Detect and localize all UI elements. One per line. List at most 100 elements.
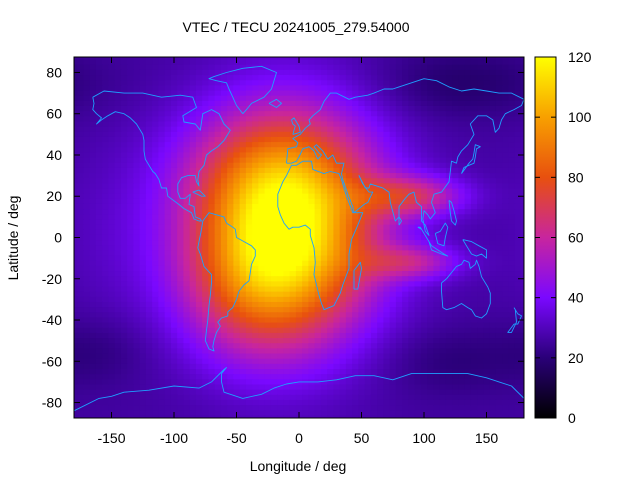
heatmap-cell [470,234,478,241]
heatmap-cell [183,286,191,293]
heatmap-cell [239,394,247,401]
heatmap-cell [389,111,397,117]
heatmap-cell [483,219,491,226]
heatmap-cell [433,265,441,272]
heatmap-cell [239,343,247,349]
heatmap-cell [352,317,359,324]
heatmap-cell [377,348,384,355]
heatmap-cell [439,301,447,308]
heatmap-cell [152,363,159,370]
heatmap-cell [295,111,303,117]
heatmap-cell [120,152,128,159]
heatmap-cell [414,379,422,386]
heatmap-cell [370,157,378,164]
heatmap-cell [414,245,422,251]
heatmap-cell [95,399,103,406]
heatmap-cell [74,379,78,386]
heatmap-cell [239,240,247,246]
heatmap-cell [208,307,216,313]
heatmap-cell [289,219,297,226]
heatmap-cell [264,219,272,226]
heatmap-cell [227,188,234,195]
heatmap-cell [402,203,409,210]
heatmap-cell [133,245,141,251]
heatmap-cell [364,59,372,66]
heatmap-cell [245,219,253,226]
heatmap-cell [208,90,216,97]
heatmap-cell [470,389,478,396]
heatmap-cell [114,353,122,360]
heatmap-cell [102,57,109,61]
heatmap-cell [102,224,109,231]
heatmap-cell [439,188,447,195]
heatmap-cell [202,234,209,241]
heatmap-cell [77,85,84,92]
heatmap-cell [483,245,491,251]
heatmap-cell [327,214,334,221]
heatmap-cell [89,379,97,386]
heatmap-cell [183,167,191,174]
heatmap-cell [245,353,253,360]
heatmap-cell [127,250,134,257]
heatmap-cell [477,162,484,169]
heatmap-cell [127,64,134,71]
heatmap-cell [345,338,353,344]
heatmap-cell [264,203,272,210]
heatmap-cell [352,296,359,303]
heatmap-cell [514,286,522,293]
heatmap-cell [77,80,84,86]
heatmap-cell [314,193,322,200]
heatmap-cell [458,374,466,380]
heatmap-cell [395,183,403,190]
heatmap-cell [364,69,372,76]
heatmap-cell [395,343,403,349]
heatmap-cell [470,193,478,200]
heatmap-cell [283,209,291,215]
heatmap-cell [74,90,78,97]
heatmap-cell [114,85,122,92]
heatmap-cell [433,147,441,154]
heatmap-cell [327,363,334,370]
heatmap-cell [139,301,147,308]
heatmap-cell [195,240,203,246]
heatmap-cell [427,59,434,66]
heatmap-cell [158,105,166,112]
heatmap-cell [320,348,328,355]
heatmap-cell [464,147,472,154]
heatmap-cell [177,369,184,375]
heatmap-cell [377,126,384,133]
heatmap-cell [439,183,447,190]
heatmap-cell [277,234,284,241]
heatmap-cell [252,152,259,159]
heatmap-cell [464,286,472,293]
heatmap-cell [520,255,524,262]
heatmap-cell [270,229,278,236]
heatmap-cell [245,178,253,184]
heatmap-cell [245,307,253,313]
heatmap-cell [470,85,478,92]
heatmap-cell [395,291,403,298]
heatmap-cell [452,147,459,154]
heatmap-cell [152,219,159,226]
heatmap-cell [258,224,266,231]
heatmap-cell [433,363,441,370]
heatmap-cell [370,121,378,128]
heatmap-cell [370,111,378,117]
heatmap-cell [333,85,341,92]
heatmap-cell [189,111,197,117]
heatmap-cell [289,100,297,107]
heatmap-cell [333,198,341,205]
heatmap-cell [283,178,291,184]
heatmap-cell [208,322,216,329]
heatmap-cell [377,286,384,293]
heatmap-cell [183,369,191,375]
heatmap-cell [314,332,322,339]
heatmap-cell [302,332,309,339]
heatmap-cell [89,57,97,61]
heatmap-cell [452,152,459,159]
heatmap-cell [320,85,328,92]
heatmap-cell [202,369,209,375]
heatmap-cell [89,245,97,251]
heatmap-cell [308,95,316,102]
heatmap-cell [377,64,384,71]
